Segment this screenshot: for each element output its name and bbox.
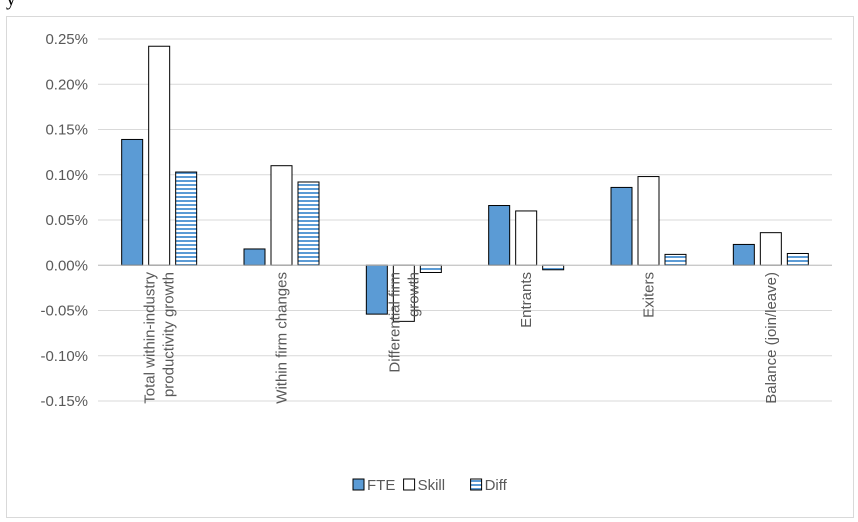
bar-skill xyxy=(270,165,293,266)
bar-skill xyxy=(637,176,660,266)
y-tick-label: 0.05% xyxy=(45,212,88,229)
y-axis-tick-labels: 0.25% 0.20% 0.15% 0.10% 0.05% 0.00% -0.05% -0.1… xyxy=(40,31,88,410)
bar-skill xyxy=(515,210,538,266)
category-labels: Total within-industry productivity growth… xyxy=(142,272,780,404)
category-label: Within firm changes xyxy=(274,272,291,404)
category-label: Exiters xyxy=(641,272,658,318)
legend: FTE Skill Diff xyxy=(352,477,508,494)
y-tick-label: 0.10% xyxy=(45,167,88,184)
bar-fte xyxy=(610,186,633,266)
bar-diff xyxy=(419,264,442,273)
bar-diff xyxy=(175,171,198,266)
y-tick-label: -0.05% xyxy=(40,303,88,320)
category-label: Total within-industry productivity growth xyxy=(142,272,178,404)
legend-swatch-fte xyxy=(352,478,365,491)
y-tick-label: 0.00% xyxy=(45,257,88,274)
cropped-text-fragment: y xyxy=(6,0,16,11)
y-tick-label: 0.20% xyxy=(45,76,88,93)
legend-label-diff: Diff xyxy=(485,477,508,494)
bar-fte xyxy=(488,205,511,266)
bar-fte xyxy=(243,248,266,266)
bar-fte xyxy=(121,138,144,266)
y-tick-label: 0.15% xyxy=(45,122,88,139)
category-label: Balance (join/leave) xyxy=(763,272,780,404)
legend-swatch-skill xyxy=(403,478,416,491)
y-tick-label: 0.25% xyxy=(45,31,88,48)
bar-diff xyxy=(786,252,809,266)
bar-diff xyxy=(297,181,320,266)
bar-skill xyxy=(759,232,782,266)
category-label: Entrants xyxy=(518,272,535,328)
legend-label-skill: Skill xyxy=(418,477,446,494)
y-tick-label: -0.15% xyxy=(40,393,88,410)
legend-swatch-diff xyxy=(470,478,483,491)
bar-skill xyxy=(148,45,171,266)
category-label: Differential firm growth xyxy=(386,272,422,373)
bar-diff xyxy=(542,264,565,271)
bar-fte xyxy=(365,264,388,315)
bar-diff xyxy=(664,253,687,266)
bar-fte xyxy=(732,243,755,266)
bars xyxy=(121,45,809,322)
y-tick-label: -0.10% xyxy=(40,348,88,365)
gridlines xyxy=(98,38,832,402)
legend-label-fte: FTE xyxy=(367,477,395,494)
